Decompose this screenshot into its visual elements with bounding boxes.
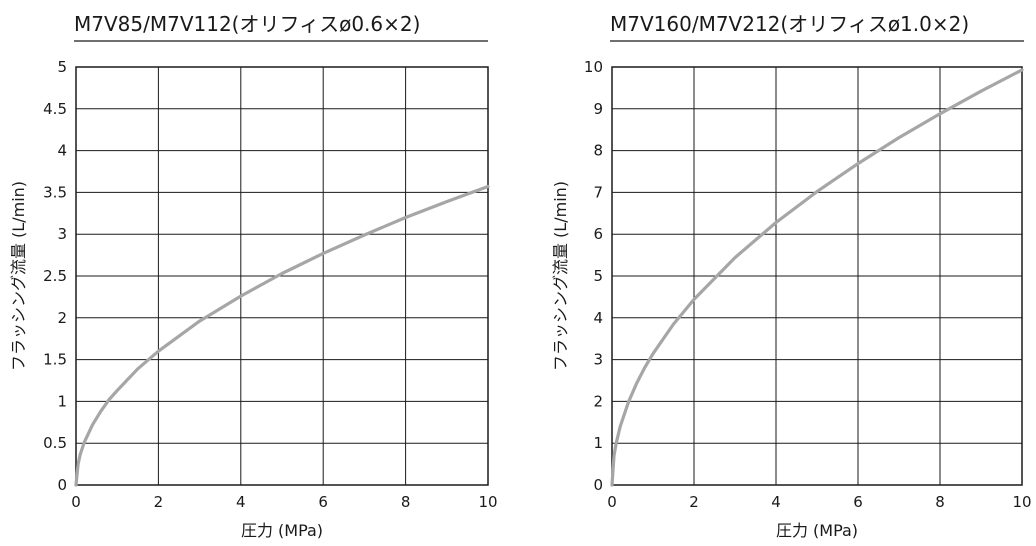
chart-left-y-ticks: 0 0.5 1 1.5 2 2.5 3 3.5 4 4.5 5 xyxy=(43,58,67,494)
chart-left-title: M7V85/M7V112(オリフィスø0.6×2) xyxy=(74,12,420,36)
chart-right-y-tick-label: 2 xyxy=(593,392,603,410)
chart-right-x-axis-label: 圧力 (MPa) xyxy=(776,521,858,540)
chart-right-y-tick-label: 6 xyxy=(593,225,603,243)
chart-right-y-tick-label: 1 xyxy=(593,434,603,452)
chart-left-series xyxy=(74,184,490,487)
chart-right-y-tick-label: 3 xyxy=(593,351,603,369)
chart-left-x-ticks: 0 2 4 6 8 10 xyxy=(71,493,497,511)
chart-left-y-tick-label: 4.5 xyxy=(43,100,67,118)
chart-right-plot-frame xyxy=(611,66,1023,486)
chart-right-x-tick-label: 2 xyxy=(689,493,699,511)
chart-right-y-tick-label: 0 xyxy=(593,476,603,494)
chart-left-grid xyxy=(75,66,489,486)
chart-left-y-tick-label: 3.5 xyxy=(43,183,67,201)
chart-left: M7V85/M7V112(オリフィスø0.6×2) 0 0.5 1 1.5 2 2.5 3 3… xyxy=(9,12,498,540)
chart-right-y-tick-label: 9 xyxy=(593,100,603,118)
chart-right-y-tick-label: 10 xyxy=(584,58,603,76)
chart-right-y-tick-label: 5 xyxy=(593,267,603,285)
chart-right-y-axis-label: フラッシング流量 (L/min) xyxy=(551,181,570,371)
chart-right-x-tick-label: 8 xyxy=(935,493,945,511)
chart-left-y-tick-label: 1 xyxy=(57,392,67,410)
chart-left-x-tick-label: 10 xyxy=(478,493,497,511)
chart-left-y-tick-label: 1.5 xyxy=(43,351,67,369)
chart-right-x-tick-label: 6 xyxy=(853,493,863,511)
chart-left-x-tick-label: 8 xyxy=(401,493,411,511)
chart-right-series xyxy=(610,68,1024,487)
chart-right-x-tick-label: 10 xyxy=(1012,493,1031,511)
chart-left-plot-frame xyxy=(75,66,489,486)
chart-left-y-tick-label: 4 xyxy=(57,142,67,160)
chart-left-y-tick-label: 2.5 xyxy=(43,267,67,285)
chart-right-y-ticks: 0 1 2 3 4 5 6 7 8 9 10 xyxy=(584,58,603,494)
chart-left-x-tick-label: 6 xyxy=(318,493,328,511)
chart-left-x-axis-label: 圧力 (MPa) xyxy=(241,521,323,540)
chart-left-y-tick-label: 2 xyxy=(57,309,67,327)
chart-right: M7V160/M7V212(オリフィスø1.0×2) 012345678910 … xyxy=(551,12,1032,540)
chart-right-grid xyxy=(611,66,1023,486)
chart-right-title: M7V160/M7V212(オリフィスø1.0×2) xyxy=(610,12,969,36)
chart-right-x-tick-label: 0 xyxy=(607,493,617,511)
chart-left-y-tick-label: 3 xyxy=(57,225,67,243)
chart-right-series-line xyxy=(610,68,1024,487)
chart-right-y-tick-label: 4 xyxy=(593,309,603,327)
chart-right-y-tick-label: 8 xyxy=(593,142,603,160)
chart-left-y-tick-label: 5 xyxy=(57,58,67,76)
chart-left-y-tick-label: 0.5 xyxy=(43,434,67,452)
chart-left-x-tick-label: 0 xyxy=(71,493,81,511)
chart-right-y-tick-label: 7 xyxy=(593,183,603,201)
chart-right-x-ticks: 0 2 4 6 8 10 xyxy=(607,493,1031,511)
chart-left-x-tick-label: 2 xyxy=(154,493,164,511)
chart-right-x-tick-label: 4 xyxy=(771,493,781,511)
chart-left-y-axis-label: フラッシング流量 (L/min) xyxy=(9,181,28,371)
chart-left-x-tick-label: 4 xyxy=(236,493,246,511)
chart-left-series-line xyxy=(74,184,490,487)
chart-left-y-tick-label: 0 xyxy=(57,476,67,494)
